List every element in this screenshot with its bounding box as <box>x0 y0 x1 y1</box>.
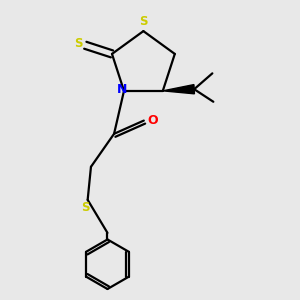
Text: S: S <box>81 202 89 214</box>
Text: N: N <box>117 83 128 96</box>
Text: S: S <box>74 37 82 50</box>
Polygon shape <box>163 85 194 94</box>
Text: O: O <box>148 114 158 127</box>
Text: S: S <box>139 16 148 28</box>
